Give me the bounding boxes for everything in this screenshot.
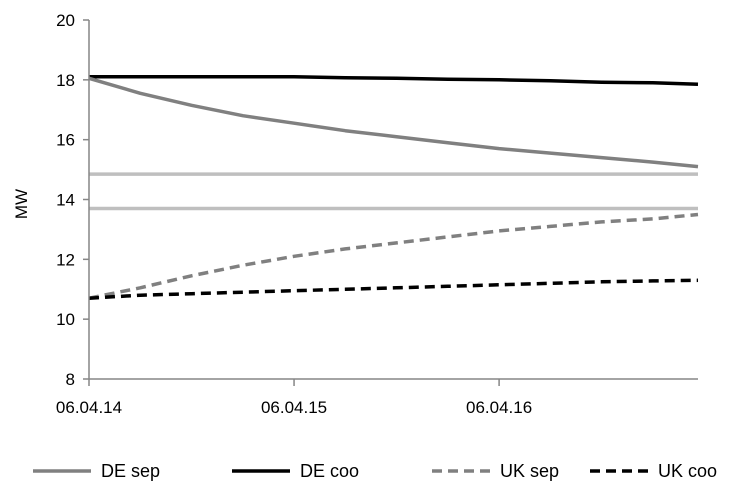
x-tick-marks: 06.04.14 06.04.15 06.04.16 — [56, 379, 532, 417]
y-tick-label: 18 — [56, 71, 75, 90]
y-tick-marks: 8 10 12 14 16 18 20 — [56, 11, 89, 389]
legend-label: DE coo — [300, 461, 359, 481]
legend-label: DE sep — [101, 461, 160, 481]
legend: DE sep DE coo UK sep UK coo — [33, 461, 717, 481]
legend-label: UK coo — [658, 461, 717, 481]
series-lines — [88, 75, 699, 300]
series-line-uk-coo — [88, 278, 699, 300]
legend-label: UK sep — [500, 461, 559, 481]
x-tick-label: 06.04.16 — [466, 398, 532, 417]
y-tick-label: 8 — [66, 370, 75, 389]
axes — [88, 20, 698, 380]
reference-lines — [89, 172, 698, 211]
y-tick-label: 14 — [56, 191, 75, 210]
x-tick-label: 06.04.15 — [261, 398, 327, 417]
y-tick-label: 12 — [56, 250, 75, 269]
series-line-de-coo — [89, 75, 699, 87]
y-axis-title: MW — [12, 189, 31, 219]
series-line-uk-sep — [88, 212, 699, 300]
y-tick-label: 10 — [56, 310, 75, 329]
y-tick-label: 20 — [56, 11, 75, 30]
y-tick-label: 16 — [56, 131, 75, 150]
series-line-de-sep — [88, 76, 699, 169]
x-tick-label: 06.04.14 — [56, 398, 122, 417]
